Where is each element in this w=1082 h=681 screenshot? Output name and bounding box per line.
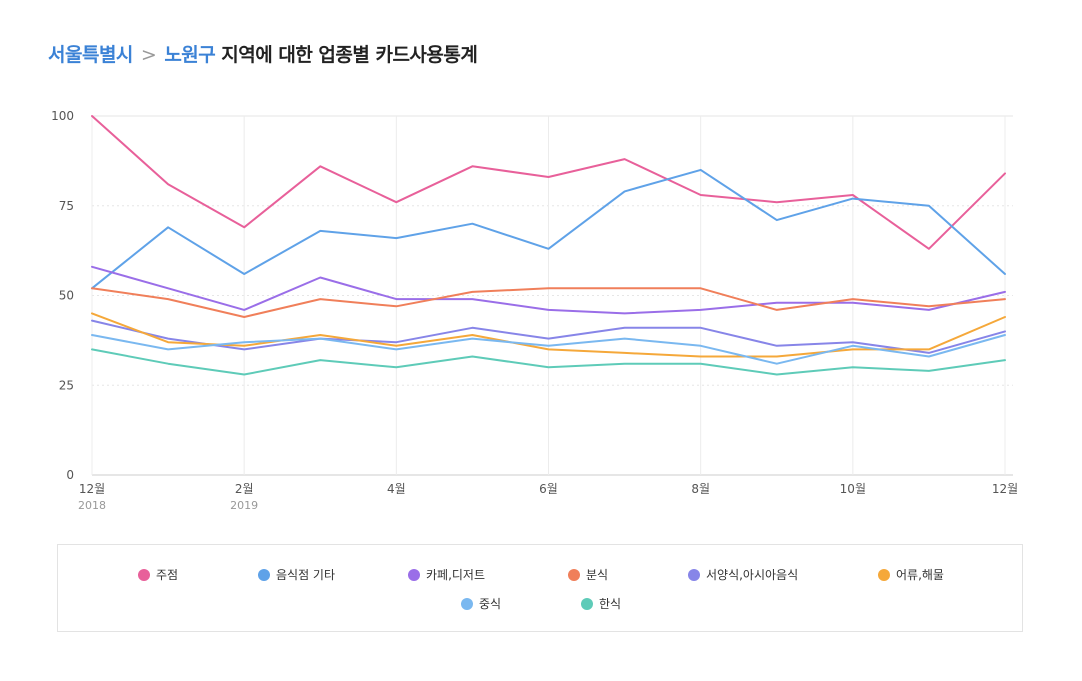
legend-label: 카페,디저트 [426,568,486,582]
legend-label: 한식 [599,597,622,611]
legend-label: 분식 [586,568,609,582]
legend-label: 중식 [479,597,502,611]
legend-marker-icon [258,568,270,581]
legend-marker-icon [878,568,890,581]
legend-item[interactable]: 서양식,아시아음식 [688,566,798,583]
y-tick-label: 100 [51,109,74,123]
legend-marker-icon [568,568,580,581]
x-tick-label: 12월 [992,482,1018,496]
legend-item[interactable]: 중식 [461,595,501,612]
x-tick-label: 10월 [840,482,866,496]
legend-item[interactable]: 어류,해물 [878,566,944,583]
legend-marker-icon [138,568,150,581]
line-chart: 100 75 50 25 0 12월 2018 2월 2019 4월 6월 8월 10월 12월 [51,109,1018,512]
legend-marker-icon [408,568,420,581]
series-line-3 [91,287,1006,318]
x-tick-label: 6월 [539,482,558,496]
legend-marker-icon [461,597,473,610]
x-tick-year: 2019 [230,499,258,512]
chevron-right-icon: > [140,44,157,66]
legend-label: 서양식,아시아음식 [706,568,799,582]
y-tick-label: 75 [59,199,74,213]
legend-item[interactable]: 분식 [568,566,608,583]
series-line-7 [91,348,1006,376]
x-tick-year: 2018 [78,499,106,512]
y-tick-label: 50 [59,289,74,303]
page-title: 서울특별시 > 노원구 지역에 대한 업종별 카드사용통계 [48,40,478,67]
x-tick-label: 8월 [691,482,710,496]
legend-marker-icon [688,568,700,581]
series-line-1 [91,168,1006,290]
legend-label: 음식점 기타 [276,568,336,582]
legend-item[interactable]: 음식점 기타 [258,566,335,583]
x-tick-label: 4월 [387,482,406,496]
legend-item[interactable]: 한식 [581,595,621,612]
breadcrumb-region[interactable]: 서울특별시 [48,44,133,66]
legend-item[interactable]: 카페,디저트 [408,566,485,583]
y-tick-label: 0 [66,468,74,482]
y-tick-label: 25 [59,378,74,392]
legend-marker-icon [581,597,593,610]
series-line-4 [91,319,1006,354]
title-suffix: 지역에 대한 업종별 카드사용통계 [221,44,478,66]
series-line-6 [91,334,1006,365]
x-tick-label: 2월 [235,482,254,496]
x-tick-label: 12월 [79,482,105,496]
legend-label: 어류,해물 [896,568,944,582]
series-line-5 [91,312,1006,358]
series-line-2 [91,265,1006,315]
series-line-0 [91,115,1006,250]
legend-label: 주점 [156,568,179,582]
breadcrumb-district[interactable]: 노원구 [164,44,216,66]
legend-item[interactable]: 주점 [138,566,178,583]
